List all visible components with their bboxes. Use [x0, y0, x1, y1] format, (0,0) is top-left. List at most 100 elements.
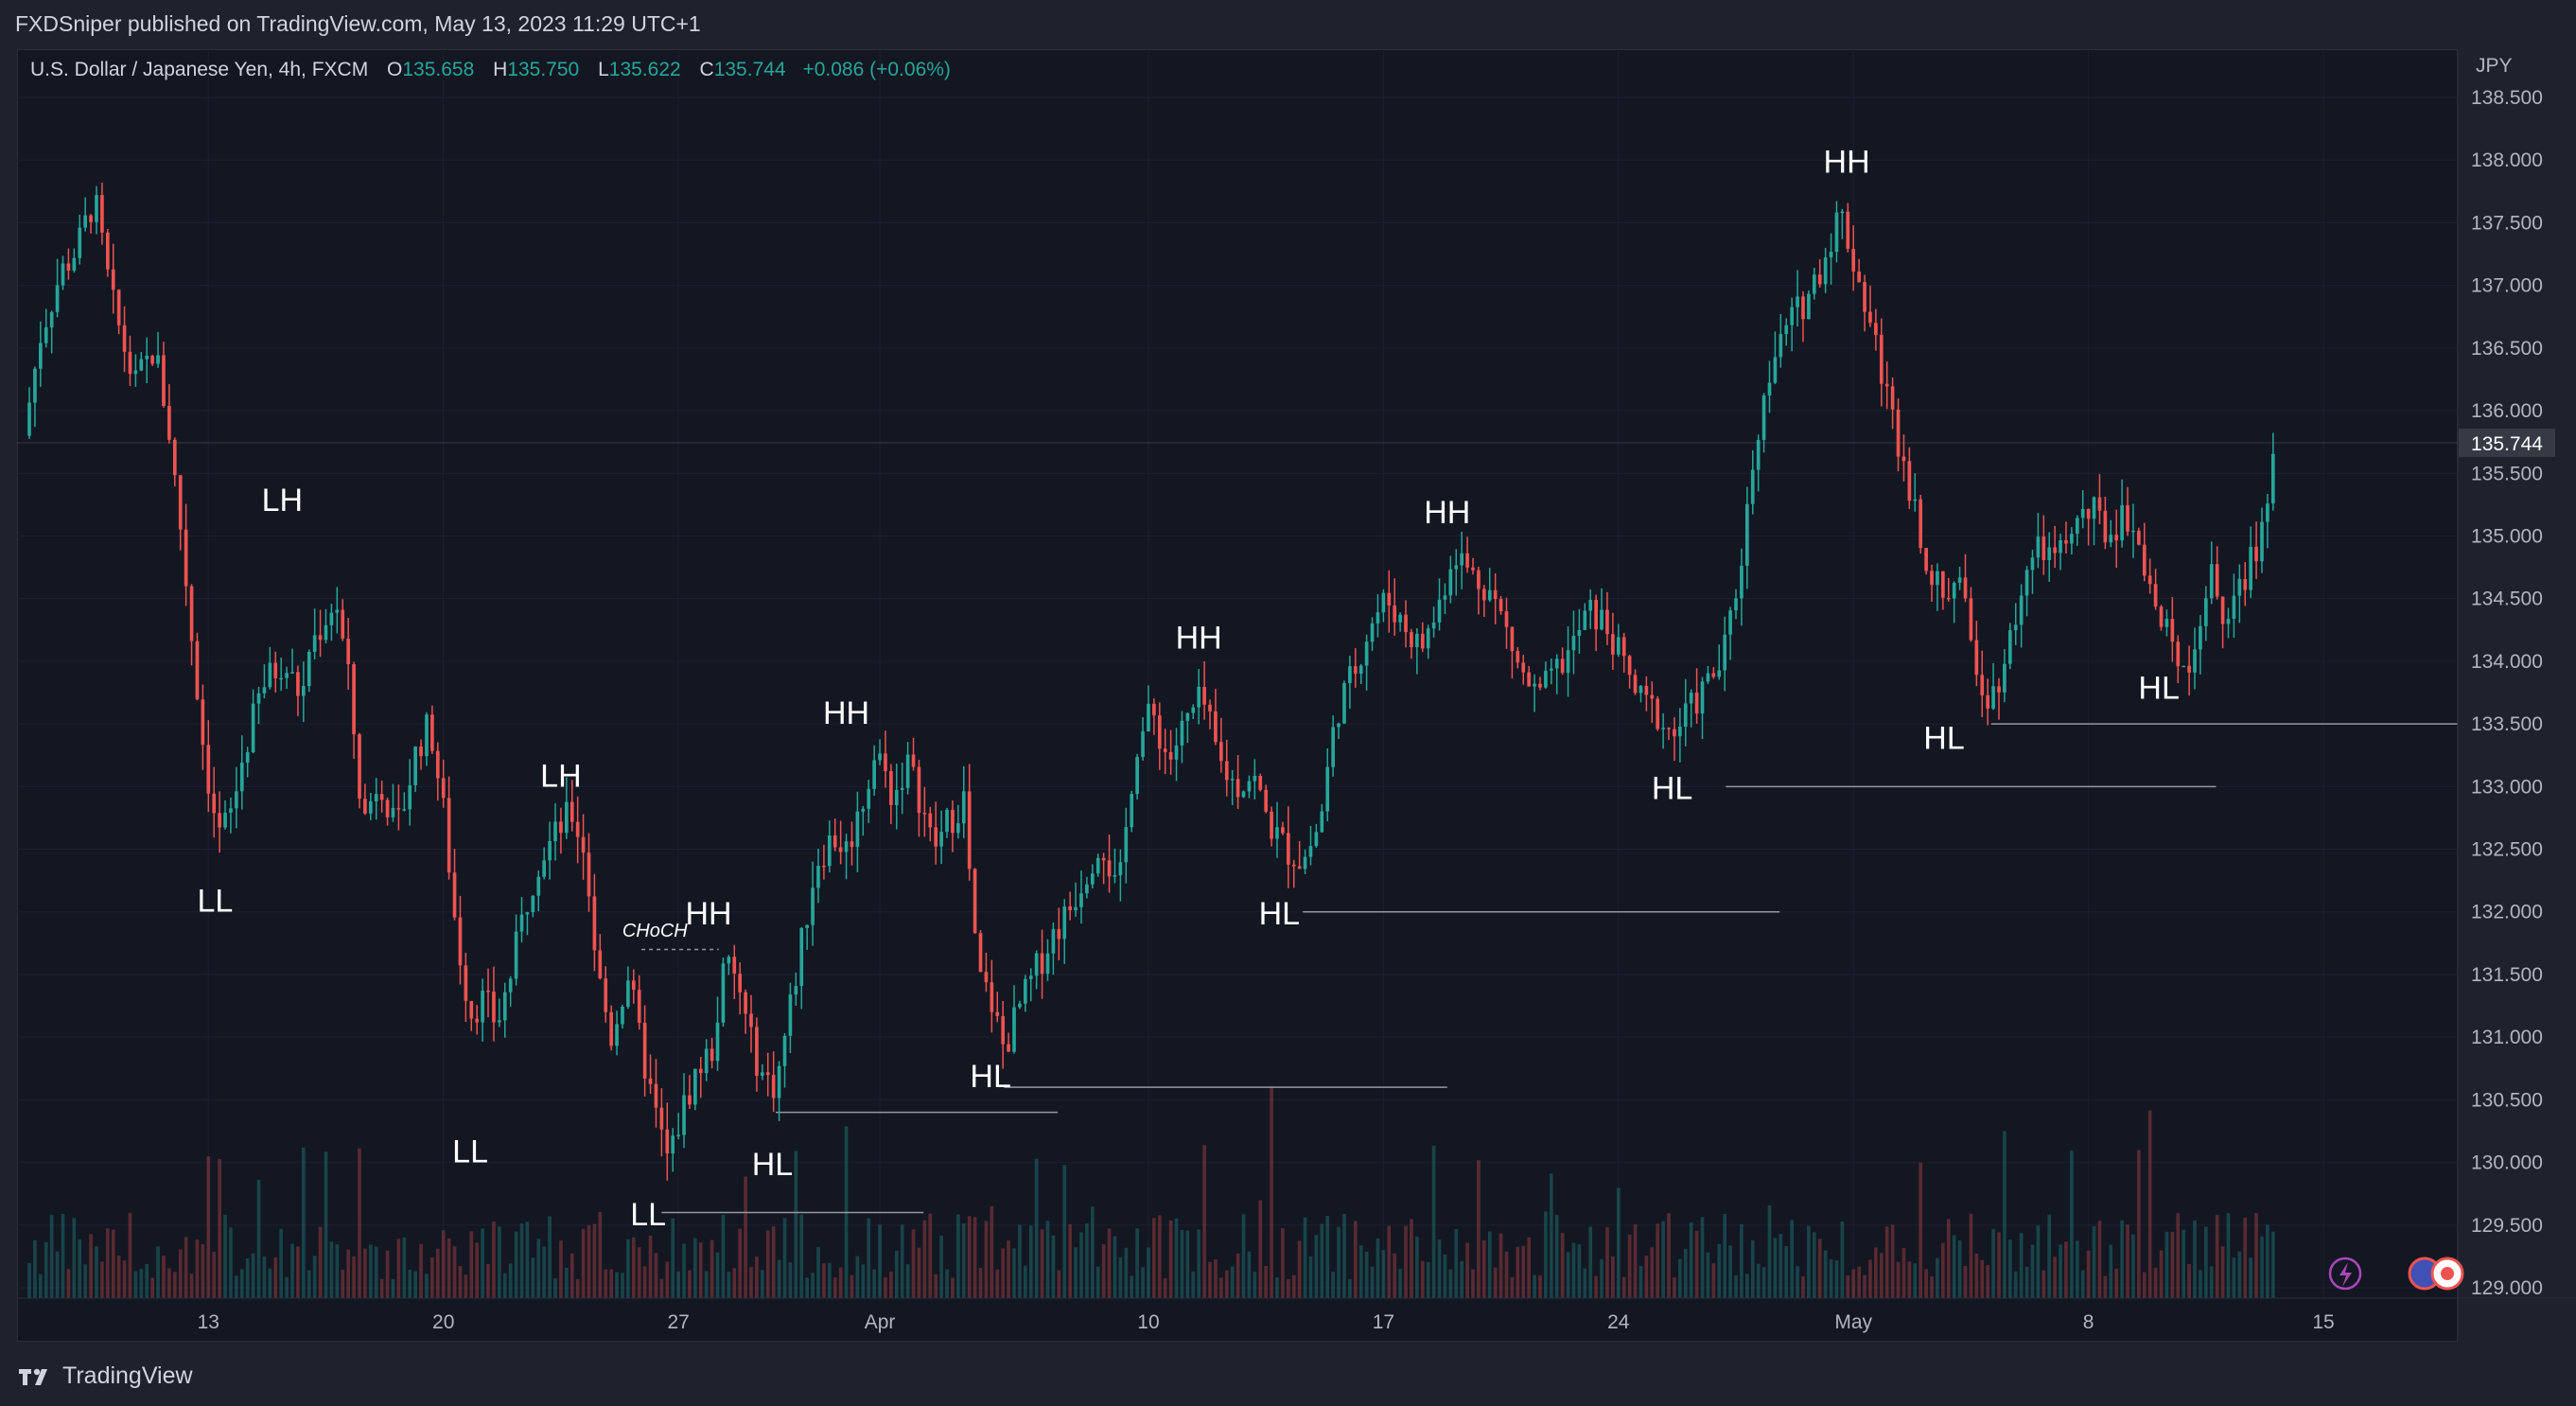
- tradingview-brand[interactable]: TradingView: [17, 1362, 193, 1390]
- volume-bar: [1963, 1265, 1968, 1298]
- candle-body: [150, 355, 154, 364]
- candle-body: [1012, 1007, 1016, 1052]
- volume-bar: [1337, 1226, 1341, 1298]
- candle-body: [1157, 715, 1162, 749]
- volume-bar: [66, 1269, 71, 1298]
- volume-bar: [727, 1271, 731, 1298]
- candle-body: [637, 990, 641, 1023]
- candle-body: [710, 1048, 714, 1062]
- candle-body: [2254, 546, 2258, 562]
- volume-bar: [1325, 1215, 1330, 1298]
- volume-bar: [435, 1248, 440, 1298]
- volume-bar: [1253, 1272, 1257, 1298]
- volume-bar: [1857, 1266, 1861, 1298]
- volume-bar: [2019, 1233, 2024, 1298]
- volume-bar: [2170, 1231, 2175, 1298]
- volume-bar: [1936, 1257, 1939, 1298]
- candle-body: [1744, 503, 1749, 566]
- candle-body: [1554, 659, 1559, 669]
- volume-bar: [33, 1239, 37, 1298]
- volume-bar: [693, 1238, 697, 1298]
- candle-body: [201, 699, 205, 746]
- candle-body: [2053, 547, 2057, 554]
- structure-label-hl: HL: [970, 1059, 1010, 1095]
- volume-bar: [2147, 1110, 2152, 1298]
- price-tick-label: 136.000: [2471, 400, 2543, 422]
- volume-bar: [1997, 1232, 2001, 1298]
- candle-body: [1124, 827, 1129, 863]
- candle-body: [83, 215, 87, 228]
- candle-body: [1533, 683, 1536, 687]
- volume-bar: [1683, 1249, 1688, 1298]
- volume-bar: [1320, 1223, 1324, 1298]
- volume-bar: [1605, 1227, 1609, 1298]
- candle-body: [1426, 628, 1430, 649]
- volume-bar: [1141, 1267, 1145, 1298]
- volume-bar: [1527, 1237, 1531, 1298]
- volume-bar: [637, 1247, 641, 1298]
- volume-bar: [2131, 1234, 2135, 1298]
- currency-label[interactable]: JPY: [2476, 55, 2513, 77]
- volume-bar: [548, 1216, 552, 1298]
- price-tick-label: 129.500: [2471, 1215, 2543, 1237]
- volume-bar: [1314, 1235, 1319, 1298]
- candle-body: [78, 227, 82, 258]
- volume-bar: [1381, 1250, 1386, 1298]
- candle-body: [911, 754, 916, 767]
- candle-body: [1879, 334, 1884, 384]
- volume-bar: [391, 1278, 395, 1298]
- volume-bar: [905, 1264, 910, 1298]
- candle-body: [1034, 953, 1039, 976]
- price-tick-label: 132.500: [2471, 839, 2543, 861]
- volume-bar: [1404, 1225, 1408, 1298]
- volume-bar: [771, 1226, 776, 1298]
- candle-body: [1101, 857, 1106, 861]
- volume-bar: [1157, 1215, 1162, 1298]
- candle-body: [475, 1018, 480, 1023]
- candle-body: [2092, 497, 2096, 519]
- candle-body: [145, 355, 149, 360]
- volume-bar: [290, 1243, 294, 1298]
- candle-body: [2059, 540, 2062, 554]
- volume-bar: [631, 1237, 636, 1298]
- volume-bar: [447, 1238, 451, 1298]
- candle-body: [2070, 534, 2074, 544]
- candle-body: [1913, 499, 1918, 501]
- volume-bar: [1353, 1221, 1358, 1298]
- candle-body: [1884, 383, 1889, 387]
- volume-bar: [1784, 1245, 1789, 1298]
- candle-body: [2215, 564, 2219, 597]
- volume-bar: [486, 1263, 490, 1298]
- candle-body: [1281, 827, 1285, 834]
- volume-bar: [1521, 1245, 1526, 1298]
- candle-body: [1896, 409, 1901, 457]
- time-tick-label: 27: [667, 1311, 689, 1333]
- volume-bar: [598, 1211, 603, 1298]
- candle-body: [1924, 548, 1928, 571]
- candle-body: [1504, 610, 1509, 627]
- volume-bar: [2007, 1239, 2012, 1298]
- volume-bar: [1750, 1239, 1755, 1298]
- candle-body: [2220, 596, 2225, 624]
- time-tick-label: 13: [198, 1311, 219, 1333]
- volume-bar: [1986, 1264, 1989, 1298]
- candle-body: [2243, 578, 2248, 590]
- candle-body: [978, 933, 983, 973]
- volume-bar: [761, 1270, 764, 1298]
- volume-bar: [973, 1217, 977, 1298]
- candle-body: [1247, 781, 1252, 792]
- volume-bar: [1673, 1276, 1676, 1298]
- candle-body: [1074, 906, 1078, 911]
- volume-bar: [1896, 1261, 1901, 1298]
- volume-bar: [1650, 1247, 1655, 1298]
- price-tick-label: 129.000: [2471, 1277, 2543, 1299]
- volume-bar: [1644, 1255, 1649, 1298]
- volume-bar: [911, 1229, 916, 1298]
- candle-body: [1577, 629, 1582, 636]
- volume-bar: [1706, 1252, 1710, 1298]
- volume-bar: [564, 1267, 569, 1298]
- candle-body: [235, 791, 238, 809]
- lightning-icon[interactable]: [2328, 1257, 2362, 1291]
- candle-body: [1633, 675, 1638, 694]
